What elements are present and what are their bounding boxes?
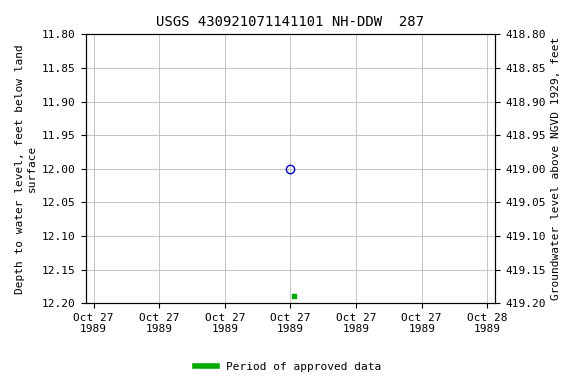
Y-axis label: Depth to water level, feet below land
surface: Depth to water level, feet below land su… [15,44,37,294]
Y-axis label: Groundwater level above NGVD 1929, feet: Groundwater level above NGVD 1929, feet [551,37,561,300]
Legend: Period of approved data: Period of approved data [191,358,385,377]
Title: USGS 430921071141101 NH-DDW  287: USGS 430921071141101 NH-DDW 287 [157,15,425,29]
